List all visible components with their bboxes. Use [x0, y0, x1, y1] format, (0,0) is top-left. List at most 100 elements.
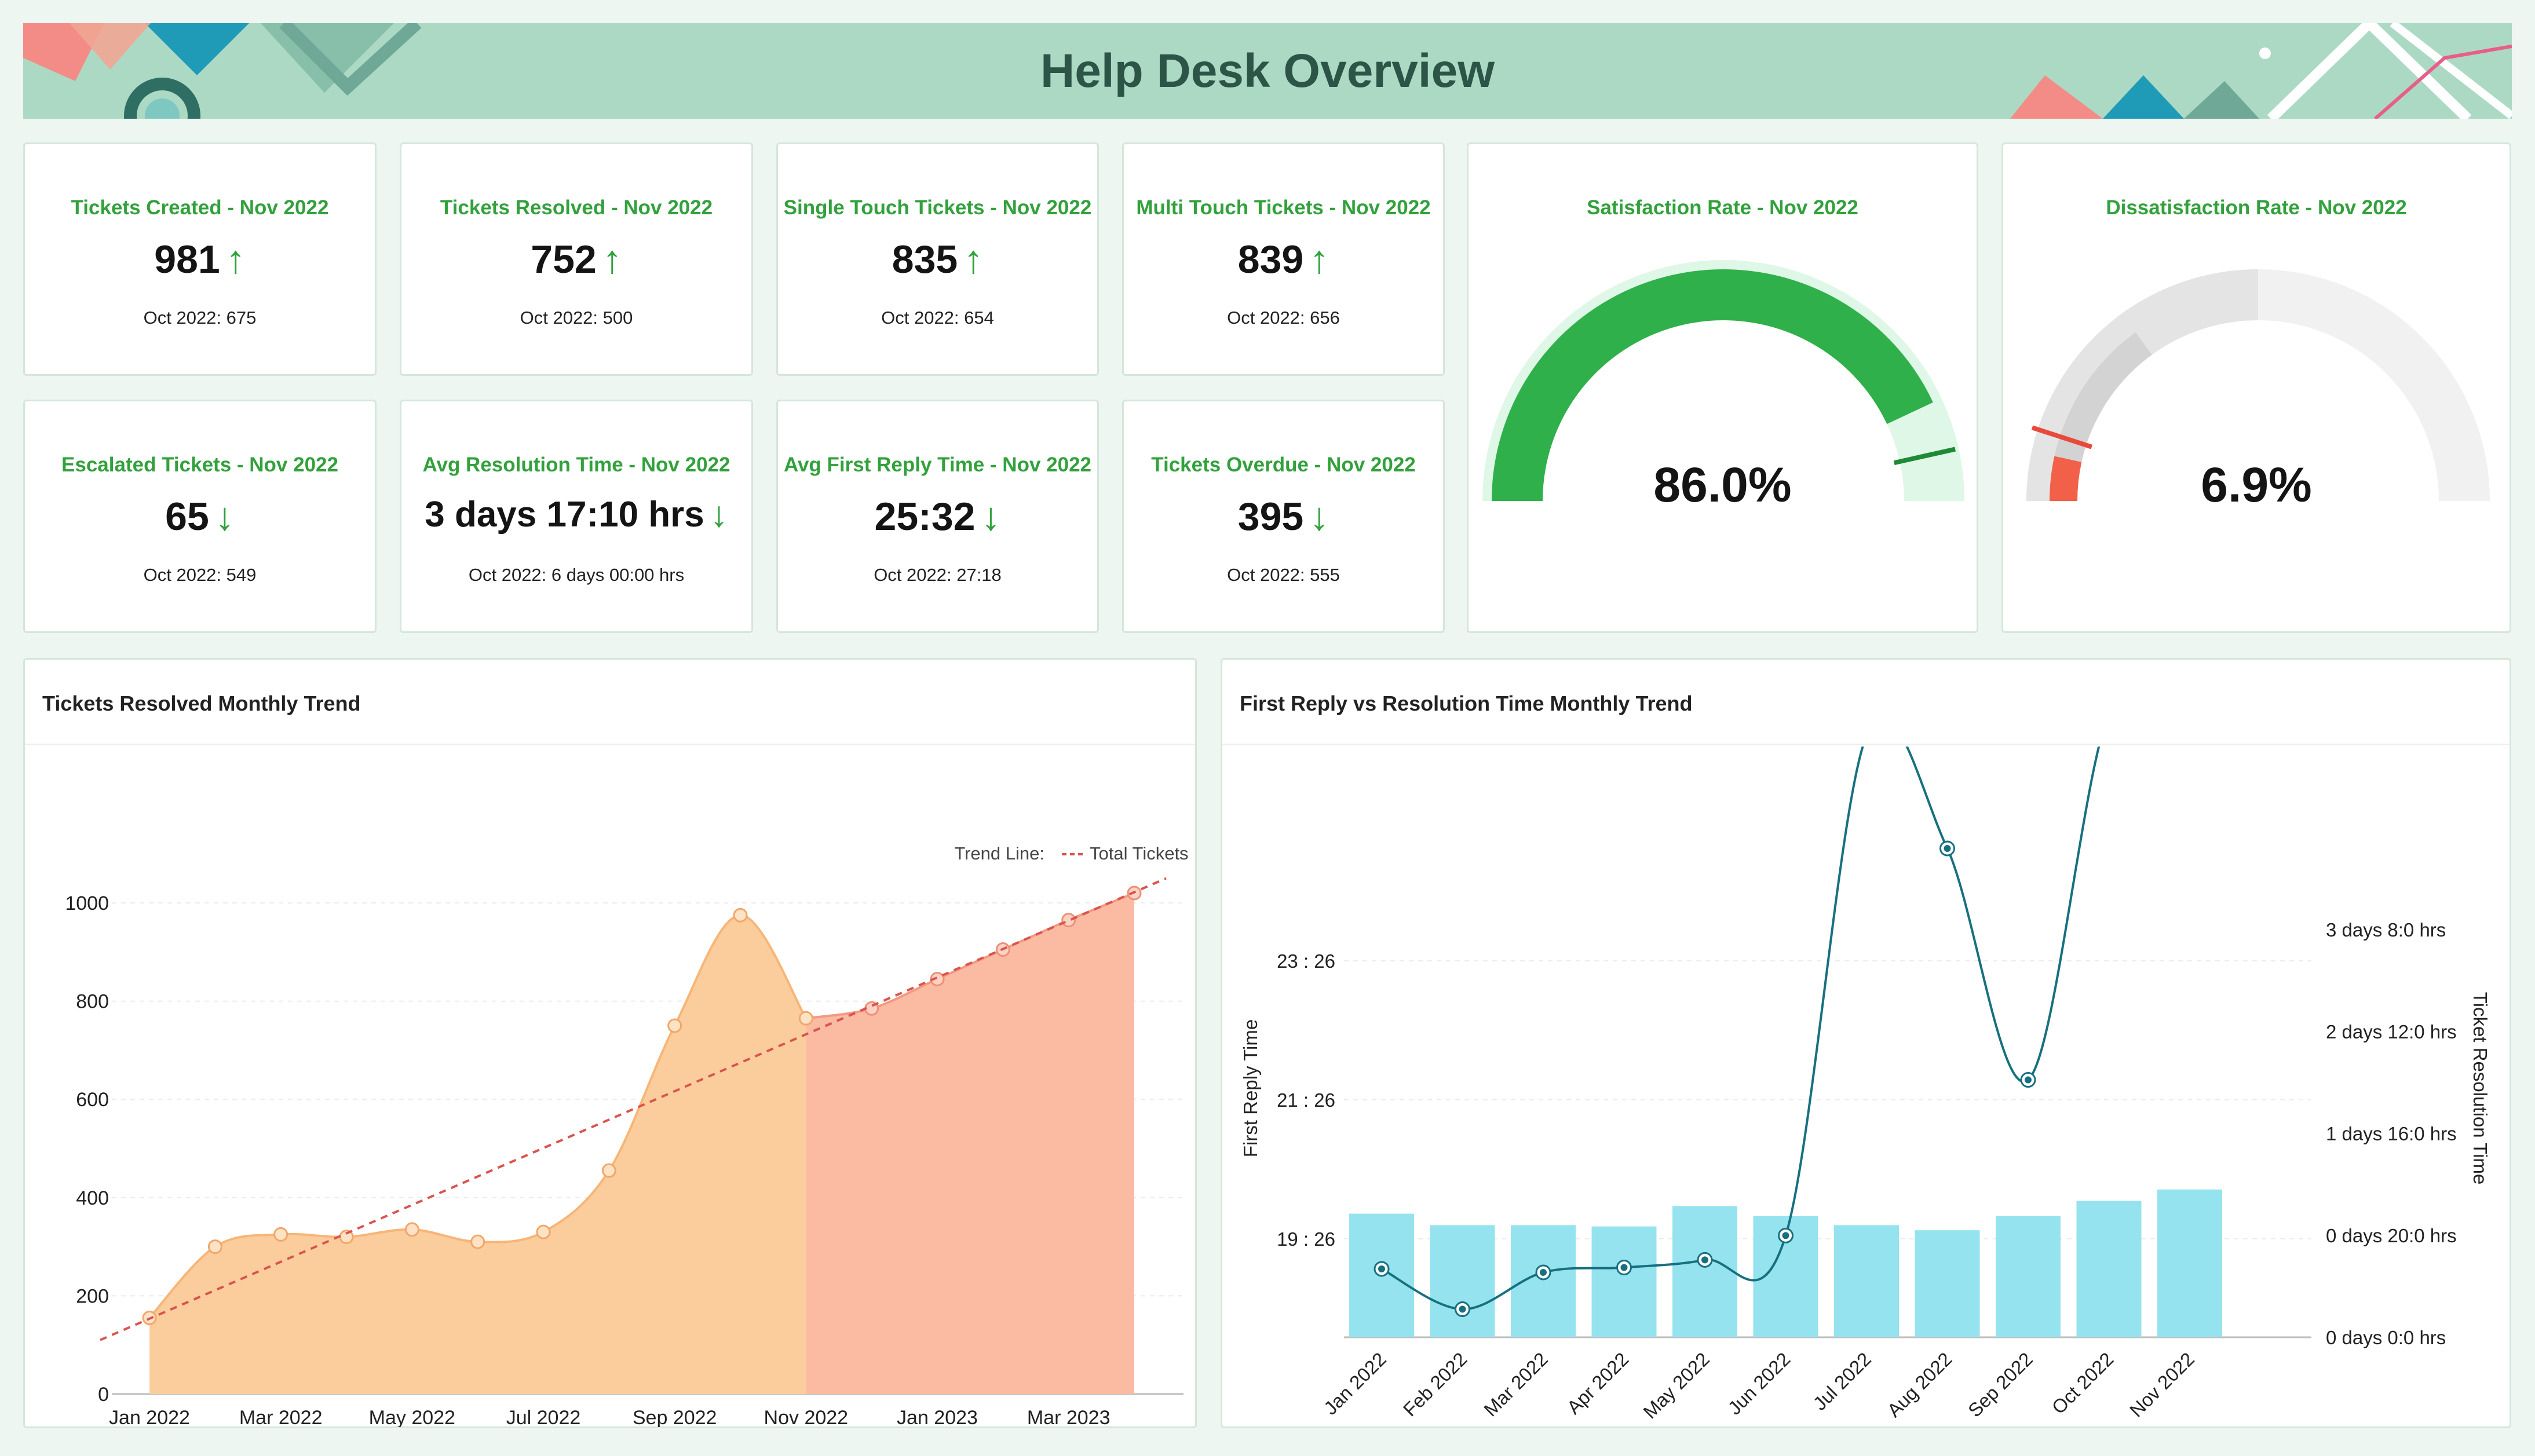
x-tick-label: Feb 2022 — [1399, 1348, 1471, 1421]
y-right-tick-label: 3 days 8:0 hrs — [2326, 919, 2446, 941]
bar-resolution-time — [1915, 1230, 1980, 1337]
trend-legend-label: Total Tickets — [1090, 843, 1189, 864]
y-right-axis-title: Ticket Resolution Time — [2470, 992, 2491, 1185]
gauge-card-satisfaction[interactable]: Satisfaction Rate - Nov 2022 86.0% — [1467, 142, 1978, 633]
kpi-previous: Oct 2022: 6 days 00:00 hrs — [468, 565, 685, 585]
kpi-value: 395 ↓ — [1237, 495, 1329, 539]
header-banner: Help Desk Overview — [23, 23, 2512, 119]
data-point-core — [1459, 1305, 1466, 1313]
data-point-core — [2025, 1076, 2032, 1084]
kpi-previous: Oct 2022: 675 — [143, 308, 257, 328]
trend-line — [100, 877, 1167, 1341]
kpi-title: Multi Touch Tickets - Nov 2022 — [1136, 196, 1431, 219]
x-tick-label: Mar 2022 — [1480, 1348, 1552, 1421]
bar-resolution-time — [2157, 1189, 2222, 1337]
kpi-title: Avg Resolution Time - Nov 2022 — [422, 453, 730, 476]
kpi-card-first-reply[interactable]: Avg First Reply Time - Nov 2022 25:32 ↓ O… — [776, 400, 1099, 633]
data-point — [273, 1227, 288, 1242]
data-point — [536, 1224, 551, 1239]
kpi-previous: Oct 2022: 654 — [881, 308, 994, 328]
kpi-card-tickets-created[interactable]: Tickets Created - Nov 2022 981 ↑ Oct 2022… — [23, 142, 377, 376]
arrow-down-icon: ↓ — [710, 495, 728, 535]
kpi-title: Single Touch Tickets - Nov 2022 — [783, 196, 1092, 219]
y-left-tick-label: 23 : 26 — [1277, 950, 1335, 972]
gauge-card-dissatisfaction[interactable]: Dissatisfaction Rate - Nov 2022 6.9% — [2001, 142, 2511, 633]
kpi-title: Tickets Resolved - Nov 2022 — [440, 196, 713, 219]
x-tick-label: Sep 2022 — [633, 1407, 717, 1427]
bar-resolution-time — [2076, 1201, 2142, 1337]
gauge-fill — [2050, 456, 2082, 502]
banner-decoration — [23, 23, 2512, 119]
arrow-up-icon: ↑ — [1309, 237, 1329, 281]
x-tick-label: Nov 2022 — [764, 1407, 849, 1427]
kpi-value: 3 days 17:10 hrs ↓ — [425, 495, 728, 535]
y-tick-label: 200 — [76, 1285, 109, 1307]
kpi-previous: Oct 2022: 549 — [143, 565, 257, 585]
x-tick-label: Jul 2022 — [1809, 1348, 1875, 1414]
kpi-value: 981 ↑ — [154, 237, 246, 281]
x-tick-label: Jan 2022 — [109, 1407, 190, 1427]
reply-vs-resolution-panel[interactable]: First Reply vs Resolution Time Monthly T… — [1221, 658, 2511, 1428]
y-tick-label: 1000 — [65, 892, 109, 914]
data-point — [470, 1234, 485, 1249]
gauge-fill — [1492, 269, 1933, 502]
kpi-previous: Oct 2022: 27:18 — [874, 565, 1002, 585]
bar-resolution-time — [1996, 1216, 2061, 1337]
reply-vs-resolution-combo-chart: 19 : 26 21 : 26 23 : 26 0 days 0:0 hrs 0 day… — [1240, 747, 2491, 1423]
x-tick-label: May 2022 — [1639, 1348, 1714, 1423]
x-tick-label: Sep 2022 — [1964, 1348, 2037, 1421]
panel-title: First Reply vs Resolution Time Monthly T… — [1240, 692, 1693, 715]
arrow-down-icon: ↓ — [981, 495, 1001, 539]
kpi-value: 835 ↑ — [892, 237, 984, 281]
arrow-down-icon: ↓ — [1309, 495, 1329, 539]
kpi-card-tickets-resolved[interactable]: Tickets Resolved - Nov 2022 752 ↑ Oct 202… — [400, 142, 753, 376]
kpi-card-multi-touch[interactable]: Multi Touch Tickets - Nov 2022 839 ↑ Oct … — [1122, 142, 1445, 376]
bar-resolution-time — [1672, 1206, 1737, 1337]
y-tick-label: 0 — [98, 1384, 109, 1406]
bar-resolution-time — [1511, 1225, 1576, 1337]
bar-resolution-time — [1430, 1225, 1495, 1337]
kpi-previous: Oct 2022: 500 — [520, 308, 633, 328]
x-tick-label: Apr 2022 — [1563, 1348, 1633, 1418]
kpi-card-escalated[interactable]: Escalated Tickets - Nov 2022 65 ↓ Oct 202… — [23, 400, 377, 633]
kpi-card-single-touch[interactable]: Single Touch Tickets - Nov 2022 835 ↑ Oct… — [776, 142, 1099, 376]
panel-divider — [1222, 744, 2510, 745]
y-right-tick-label: 0 days 20:0 hrs — [2326, 1225, 2457, 1246]
y-left-tick-label: 19 : 26 — [1277, 1228, 1335, 1250]
data-point-core — [1378, 1265, 1385, 1272]
data-point — [404, 1222, 419, 1237]
data-point-core — [1620, 1264, 1628, 1271]
gauge-title: Satisfaction Rate - Nov 2022 — [1587, 196, 1858, 219]
gauge-title: Dissatisfaction Rate - Nov 2022 — [2106, 196, 2407, 219]
kpi-title: Tickets Overdue - Nov 2022 — [1151, 453, 1416, 476]
line-first-reply-time — [1381, 747, 2101, 1311]
tickets-resolved-trend-panel[interactable]: Tickets Resolved Monthly Trend 0 200 400 60… — [23, 658, 1197, 1428]
y-tick-label: 600 — [76, 1089, 109, 1111]
satisfaction-gauge — [1482, 260, 1964, 502]
kpi-card-overdue[interactable]: Tickets Overdue - Nov 2022 395 ↓ Oct 2022… — [1122, 400, 1445, 633]
kpi-value: 752 ↑ — [531, 237, 622, 281]
kpi-card-avg-resolution[interactable]: Avg Resolution Time - Nov 2022 3 days 17… — [400, 400, 753, 633]
x-tick-label: Aug 2022 — [1883, 1348, 1956, 1421]
bar-resolution-time — [1591, 1226, 1657, 1337]
panel-divider — [25, 744, 1195, 745]
kpi-previous: Oct 2022: 555 — [1227, 565, 1340, 585]
data-point-core — [1540, 1268, 1547, 1276]
y-tick-label: 800 — [76, 991, 109, 1013]
data-point-core — [1944, 844, 1951, 852]
data-point — [601, 1163, 616, 1178]
data-point — [207, 1239, 222, 1254]
data-point-core — [1782, 1232, 1789, 1239]
x-tick-label: Jun 2022 — [1723, 1348, 1794, 1419]
data-point-core — [1701, 1256, 1708, 1264]
bar-resolution-time — [1834, 1225, 1899, 1337]
trend-line-label: Trend Line: — [954, 843, 1044, 864]
arrow-up-icon: ↑ — [225, 237, 246, 281]
line-total-tickets — [148, 914, 808, 1319]
y-right-tick-label: 1 days 16:0 hrs — [2326, 1123, 2457, 1144]
data-point — [798, 1011, 813, 1026]
y-left-axis-title: First Reply Time — [1240, 1019, 1261, 1157]
arrow-up-icon: ↑ — [602, 237, 622, 281]
gauge-value: 86.0% — [1653, 458, 1792, 512]
area-forecast — [806, 893, 1134, 1394]
